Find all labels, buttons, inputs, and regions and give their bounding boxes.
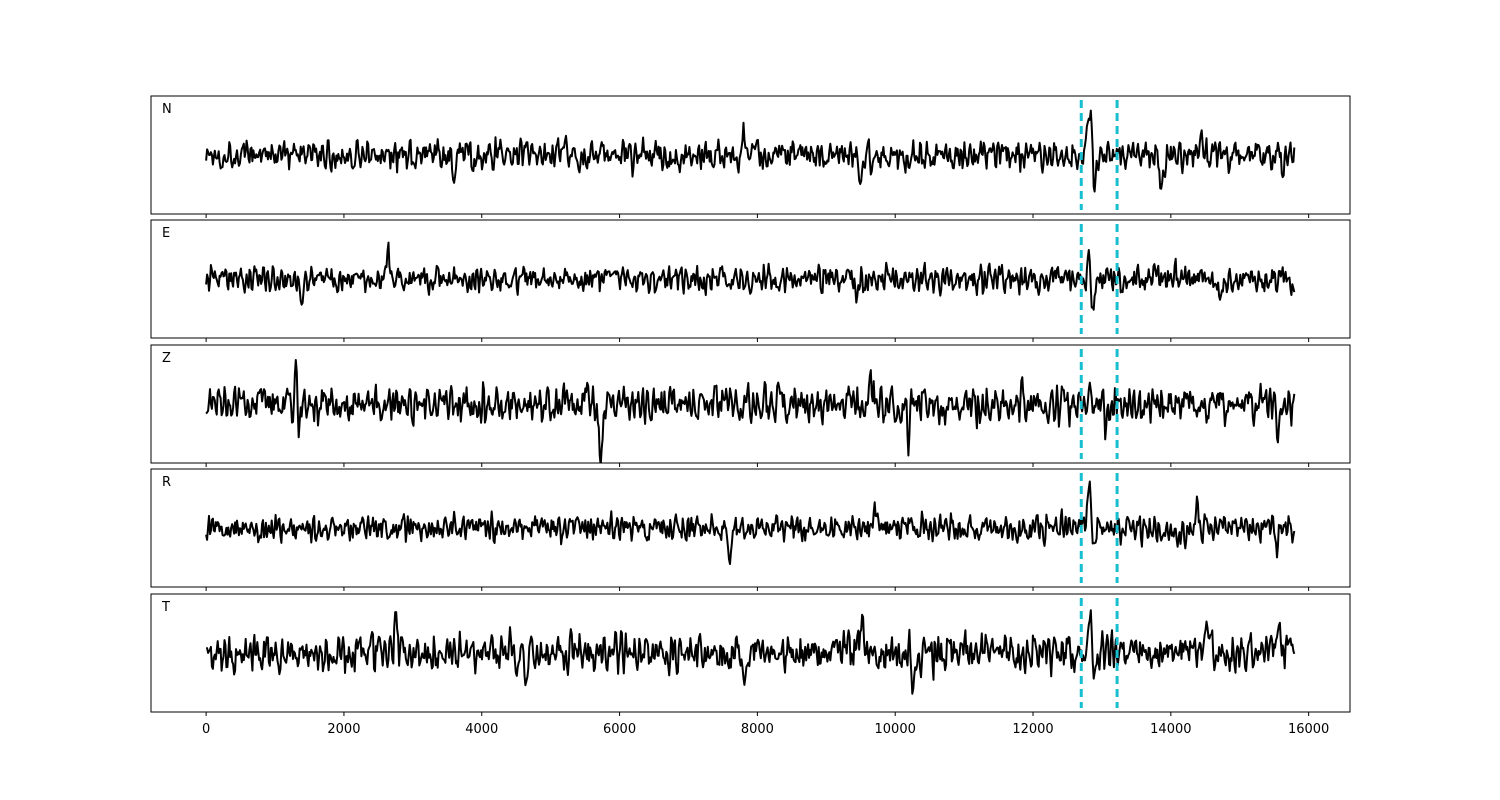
waveform-trace-z [205, 359, 1296, 463]
x-tick-label: 12000 [1012, 722, 1053, 737]
panel-n: N [150, 95, 1351, 218]
x-tick-label: 14000 [1150, 722, 1191, 737]
panel-e: E [150, 219, 1351, 342]
x-tick-label: 4000 [465, 722, 498, 737]
panel-r: R [150, 468, 1351, 591]
panel-frame [150, 219, 1351, 339]
x-axis: 0 2000 4000 6000 8000 10000 12000 14000 16000 [202, 722, 1329, 737]
panel-t: T [150, 593, 1351, 716]
panel-frame [150, 95, 1351, 215]
waveform-trace-r [205, 480, 1296, 565]
panel-label: T [161, 600, 170, 615]
x-tick-label: 6000 [603, 722, 636, 737]
x-tick-label: 2000 [327, 722, 360, 737]
x-tick-label: 0 [202, 722, 210, 737]
panel-label: R [162, 475, 171, 490]
panel-z: Z [150, 344, 1351, 467]
waveform-trace-e [205, 241, 1296, 311]
panel-label: Z [162, 351, 171, 366]
panel-frame [150, 593, 1351, 713]
x-tick-label: 16000 [1288, 722, 1329, 737]
x-tick-label: 10000 [875, 722, 916, 737]
waveform-trace-n [205, 109, 1296, 193]
panels-layer: N E Z R T [150, 95, 1351, 716]
x-tick-label: 8000 [741, 722, 774, 737]
panel-frame [150, 344, 1351, 464]
panel-frame [150, 468, 1351, 588]
panel-label: E [162, 226, 170, 241]
panel-label: N [162, 102, 172, 117]
waveform-trace-t [205, 609, 1296, 695]
